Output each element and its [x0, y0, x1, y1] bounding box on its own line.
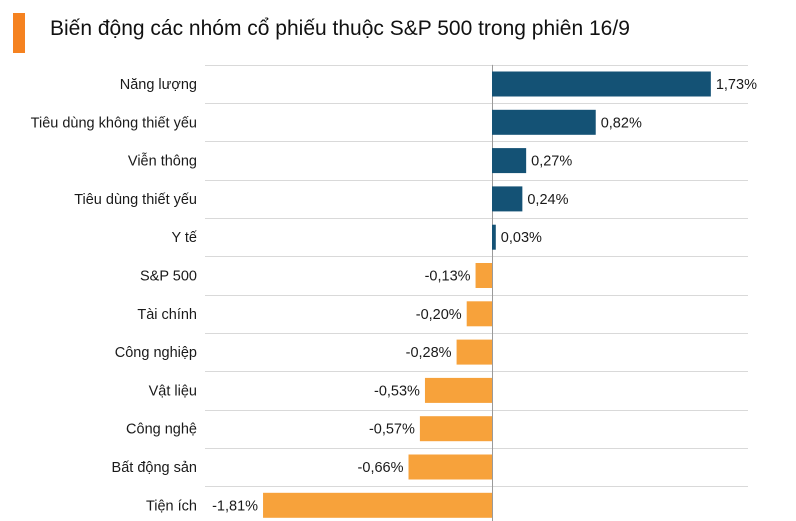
- value-label: -0,20%: [416, 307, 462, 323]
- category-label: Y tế: [171, 230, 197, 246]
- bars: [263, 71, 711, 518]
- value-label: -0,13%: [425, 269, 471, 285]
- value-label: 0,03%: [501, 230, 542, 246]
- bar-7: [456, 339, 492, 365]
- value-label: 1,73%: [716, 77, 757, 93]
- bar-2: [492, 148, 527, 174]
- category-label: Vật liệu: [149, 383, 197, 399]
- category-label: Viễn thông: [128, 153, 197, 170]
- category-label: Năng lượng: [120, 77, 197, 93]
- category-label: Tài chính: [137, 307, 197, 323]
- bar-4: [492, 224, 496, 250]
- bar-8: [424, 377, 492, 403]
- category-label: Công nghiệp: [115, 345, 197, 361]
- bar-3: [492, 186, 523, 212]
- bar-10: [408, 454, 492, 480]
- bar-11: [263, 492, 492, 518]
- labels: Năng lượng 1,73% Tiêu dùng không thiết yếu…: [31, 77, 757, 514]
- value-label: 0,24%: [527, 192, 568, 208]
- bar-1: [492, 109, 596, 135]
- value-label: -0,53%: [374, 383, 420, 399]
- value-label: 0,82%: [601, 115, 642, 131]
- title-accent-bar: [13, 13, 25, 53]
- category-label: Bất động sản: [112, 460, 197, 476]
- category-label: Tiêu dùng không thiết yếu: [31, 115, 197, 131]
- category-label: Tiêu dùng thiết yếu: [74, 192, 197, 208]
- bar-5: [475, 263, 492, 288]
- grid-lines: [205, 64, 748, 521]
- value-label: 0,27%: [531, 154, 572, 170]
- category-label: S&P 500: [140, 269, 197, 285]
- value-label: -1,81%: [212, 498, 258, 514]
- value-label: -0,66%: [358, 460, 404, 476]
- chart-title: Biến động các nhóm cổ phiếu thuộc S&P 50…: [50, 17, 630, 40]
- value-label: -0,57%: [369, 422, 415, 438]
- category-label: Công nghệ: [126, 422, 197, 438]
- value-label: -0,28%: [406, 345, 452, 361]
- category-label: Tiện ích: [146, 498, 197, 514]
- bar-0: [492, 71, 711, 97]
- bar-6: [466, 301, 492, 327]
- bar-9: [419, 416, 492, 442]
